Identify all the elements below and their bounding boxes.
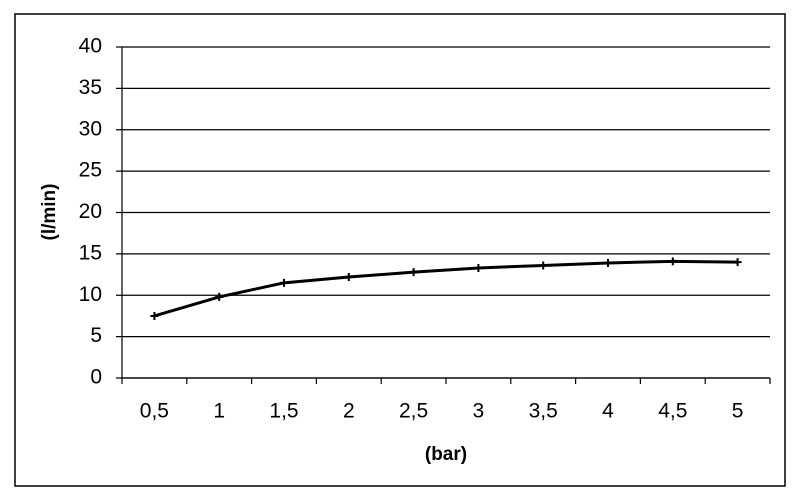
data-point xyxy=(733,258,742,267)
y-tick-label: 35 xyxy=(79,76,102,99)
data-point xyxy=(474,263,483,272)
y-tick-label: 0 xyxy=(90,366,102,389)
y-tick-label: 20 xyxy=(79,200,102,223)
y-tick-label: 25 xyxy=(79,159,102,182)
y-axis-label: (l/min) xyxy=(39,184,60,241)
data-point xyxy=(215,292,224,301)
x-tick-label: 4 xyxy=(602,400,614,423)
y-tick-label: 5 xyxy=(90,324,102,347)
data-point xyxy=(539,261,548,270)
x-tick-label: 3,5 xyxy=(529,400,558,423)
data-line xyxy=(153,259,738,318)
x-tick-label: 2 xyxy=(343,400,355,423)
x-axis-label: (bar) xyxy=(425,444,467,465)
x-tick-label: 0,5 xyxy=(140,400,169,423)
x-tick-label: 4,5 xyxy=(658,400,687,423)
x-tick-label: 1,5 xyxy=(269,400,298,423)
x-tick-label: 5 xyxy=(732,400,744,423)
chart-frame xyxy=(14,13,786,487)
y-tick-label: 15 xyxy=(79,241,102,264)
data-point xyxy=(668,257,677,266)
y-tick-label: 30 xyxy=(79,117,102,140)
y-tick-label: 40 xyxy=(79,35,102,58)
data-point xyxy=(409,268,418,277)
data-point xyxy=(150,311,159,320)
x-tick-label: 3 xyxy=(473,400,485,423)
data-point xyxy=(280,278,288,287)
data-point xyxy=(344,273,353,282)
data-point xyxy=(604,258,612,267)
y-tick-label: 10 xyxy=(79,283,102,306)
x-tick-label: 1 xyxy=(213,400,225,423)
x-tick-label: 2,5 xyxy=(399,400,428,423)
